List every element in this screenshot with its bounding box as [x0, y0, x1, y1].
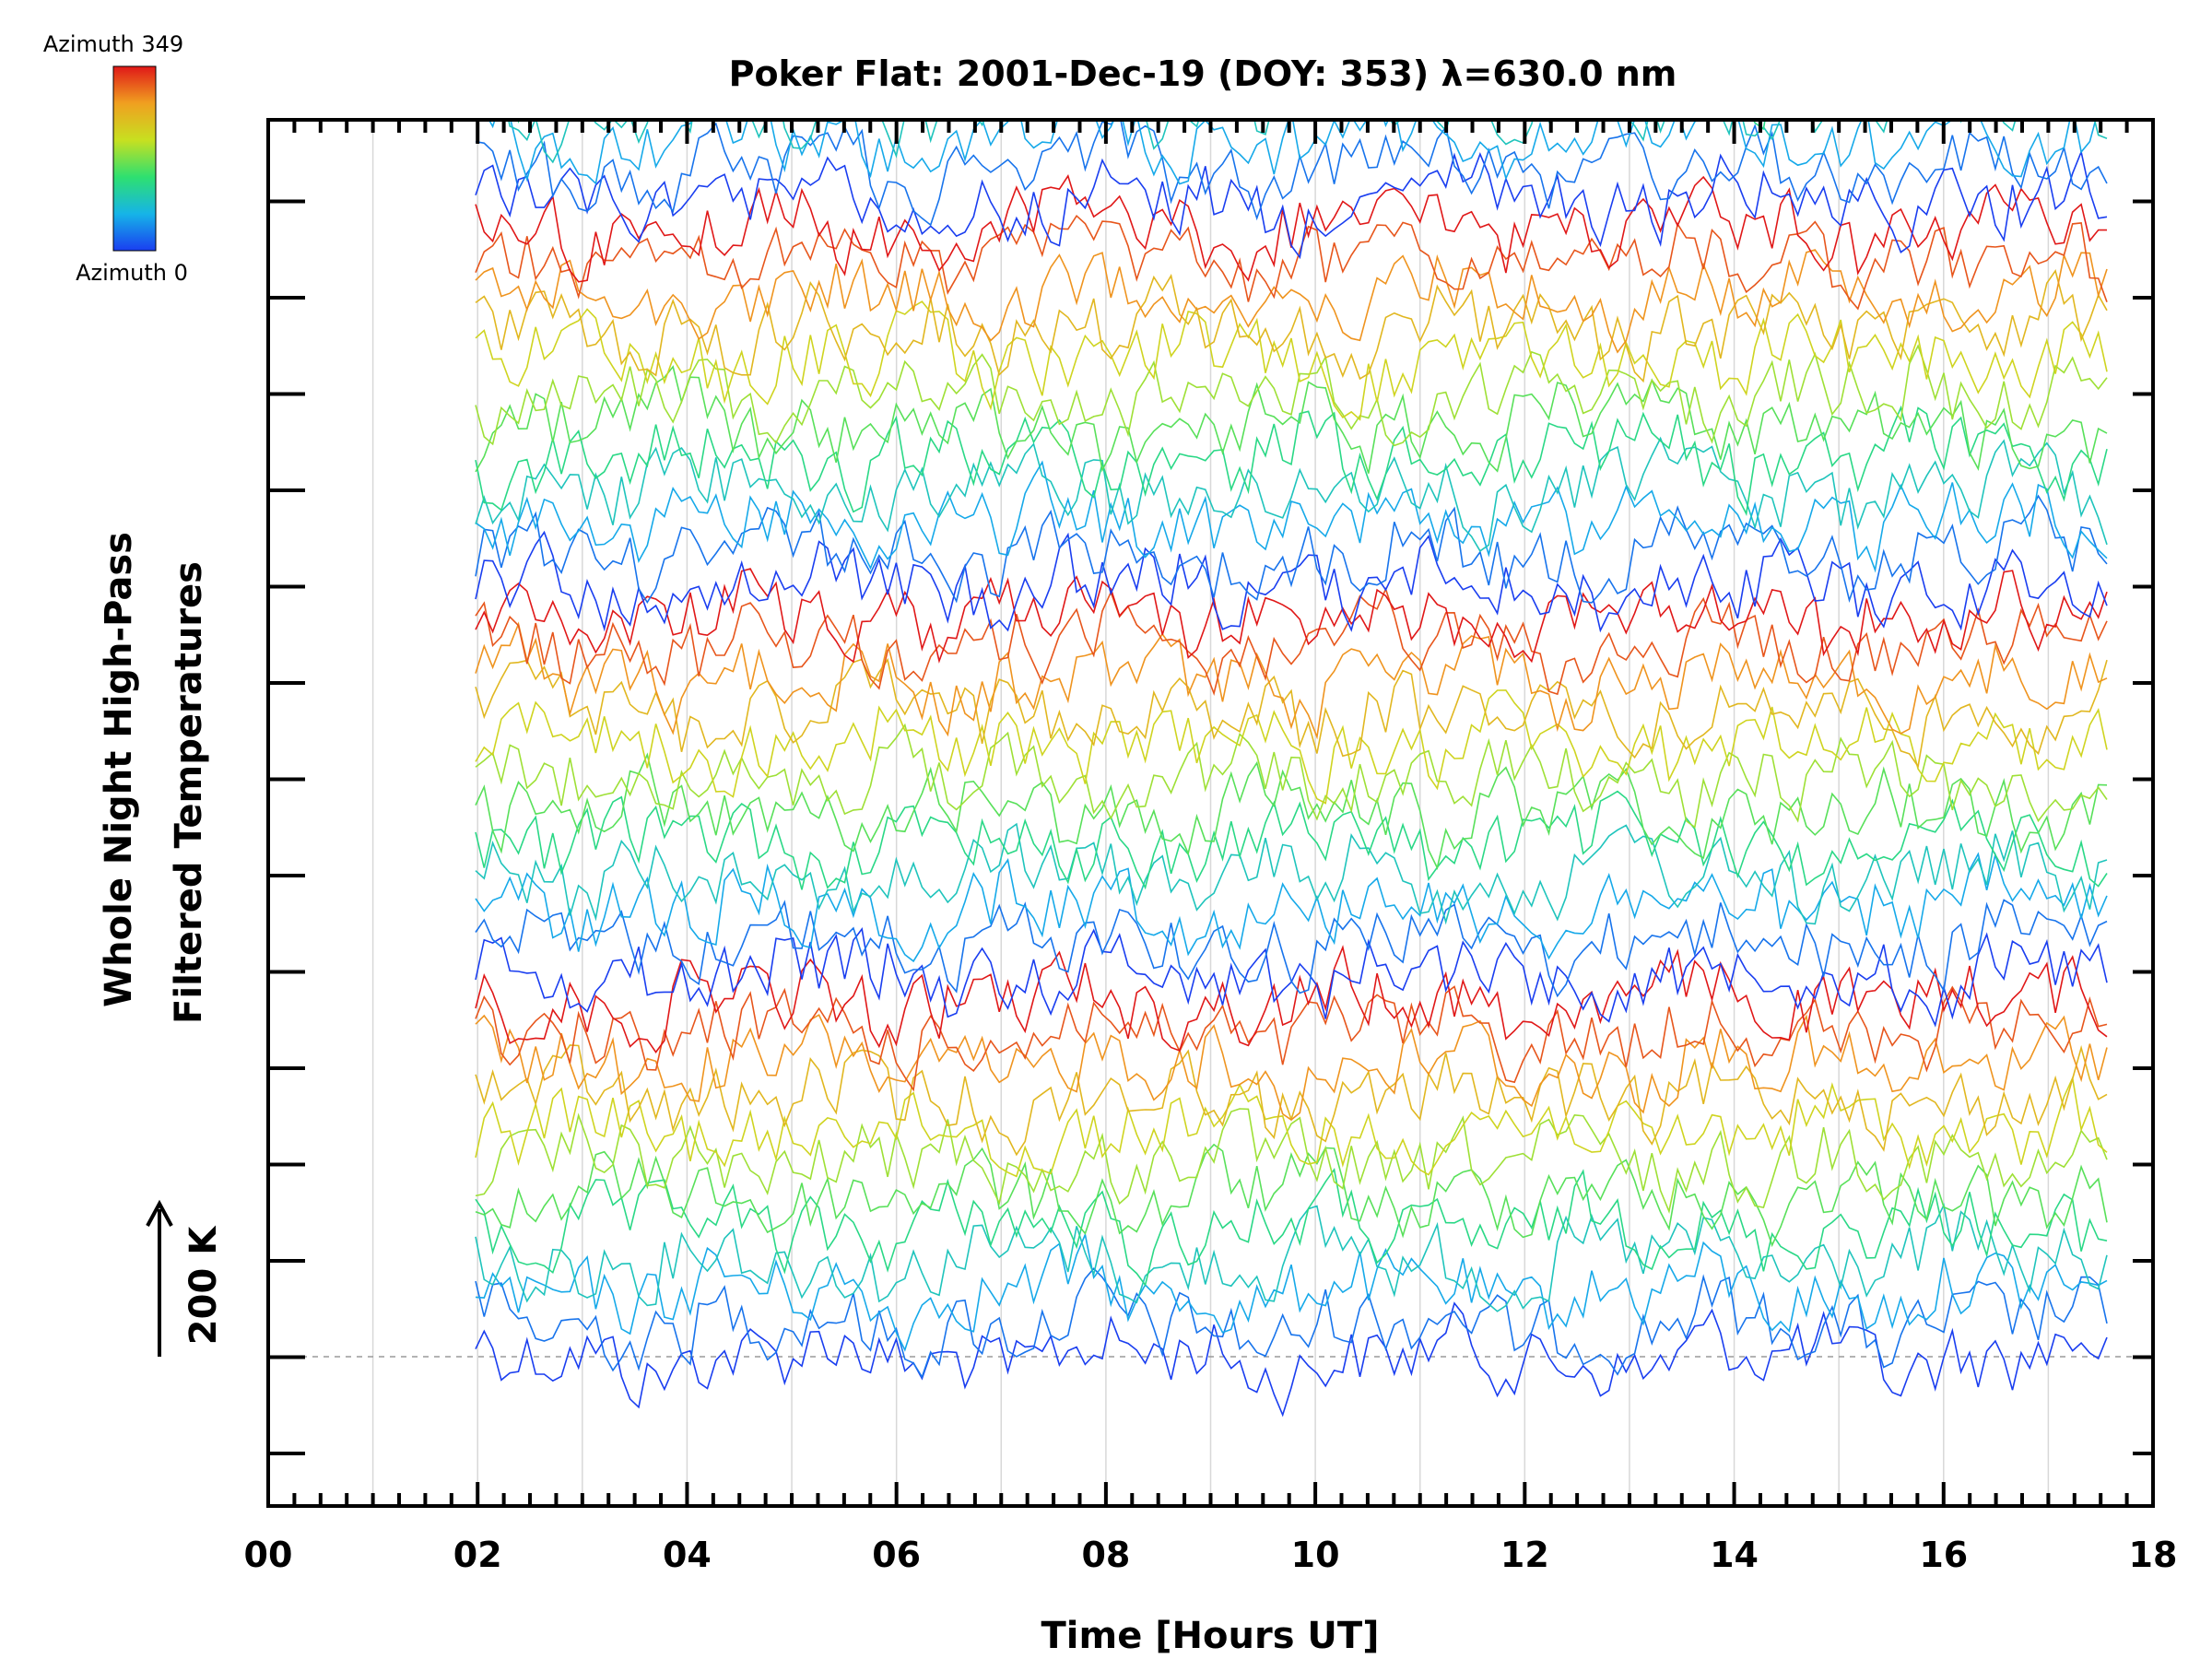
azimuth-trace	[475, 1168, 2108, 1288]
colorbar-bottom-label: Azimuth 0	[76, 260, 188, 286]
azimuth-trace	[475, 1143, 2108, 1248]
scale-bar-label: 200 K	[182, 1225, 225, 1345]
x-tick-label: 12	[1500, 1535, 1549, 1575]
azimuth-trace	[475, 689, 2108, 805]
colorbar: Azimuth 349 Azimuth 0	[43, 31, 188, 286]
scale-bar: 200 K	[146, 1199, 225, 1357]
azimuth-trace	[475, 586, 2108, 696]
azimuth-trace	[475, 460, 2108, 573]
x-tick-labels: 00 02 04 06 08 10 12 14 16 18	[244, 1535, 2178, 1575]
azimuth-trace	[475, 790, 2108, 890]
azimuth-trace	[475, 214, 2108, 311]
azimuth-trace	[475, 530, 2108, 633]
azimuth-trace	[475, 269, 2108, 383]
azimuth-trace	[475, 1108, 2108, 1215]
azimuth-trace	[475, 899, 2108, 998]
scale-bar-arrowhead	[146, 1199, 173, 1227]
azimuth-trace	[475, 621, 2108, 740]
y-axis-title-line1: Whole Night High-Pass	[98, 532, 140, 1007]
azimuth-trace	[475, 1267, 2108, 1379]
azimuth-trace	[475, 1231, 2108, 1352]
x-axis-title: Time [Hours UT]	[1041, 1615, 1380, 1657]
azimuth-trace	[475, 822, 2108, 925]
azimuth-trace	[475, 723, 2108, 829]
azimuth-trace	[475, 365, 2108, 474]
azimuth-trace	[475, 657, 2108, 769]
colorbar-top-label: Azimuth 349	[43, 31, 183, 57]
chart-title: Poker Flat: 2001-Dec-19 (DOY: 353) λ=630…	[729, 53, 1677, 94]
x-tick-label: 16	[1919, 1535, 1968, 1575]
data-traces	[475, 0, 2108, 1418]
x-tick-label: 10	[1291, 1535, 1340, 1575]
azimuth-trace	[475, 1075, 2108, 1178]
azimuth-trace	[475, 494, 2108, 605]
x-tick-label: 08	[1081, 1535, 1130, 1575]
azimuth-trace	[475, 852, 2108, 963]
azimuth-trace	[475, 249, 2108, 354]
azimuth-trace	[475, 927, 2108, 1028]
azimuth-trace	[475, 752, 2108, 870]
azimuth-trace	[476, 0, 2107, 30]
colorbar-gradient	[112, 65, 157, 252]
azimuth-trace	[475, 985, 2108, 1092]
x-tick-label: 06	[872, 1535, 921, 1575]
azimuth-trace	[475, 1014, 2108, 1121]
x-tick-label: 18	[2129, 1535, 2178, 1575]
azimuth-trace	[475, 568, 2108, 664]
azimuth-trace	[475, 344, 2108, 447]
azimuth-trace	[475, 149, 2108, 260]
azimuth-trace	[476, 0, 2107, 53]
azimuth-trace	[475, 1202, 2108, 1312]
azimuth-trace	[475, 405, 2108, 516]
x-tick-label: 14	[1710, 1535, 1759, 1575]
y-axis-title-line2: Filtered Temperatures	[168, 561, 210, 1024]
azimuth-trace	[475, 120, 2108, 227]
x-tick-label: 04	[663, 1535, 712, 1575]
axis-ticks	[266, 120, 2155, 1506]
azimuth-trace	[475, 945, 2108, 1053]
azimuth-trace	[475, 436, 2108, 552]
azimuth-trace	[475, 174, 2108, 283]
x-tick-label: 00	[244, 1535, 293, 1575]
x-tick-label: 02	[453, 1535, 502, 1575]
